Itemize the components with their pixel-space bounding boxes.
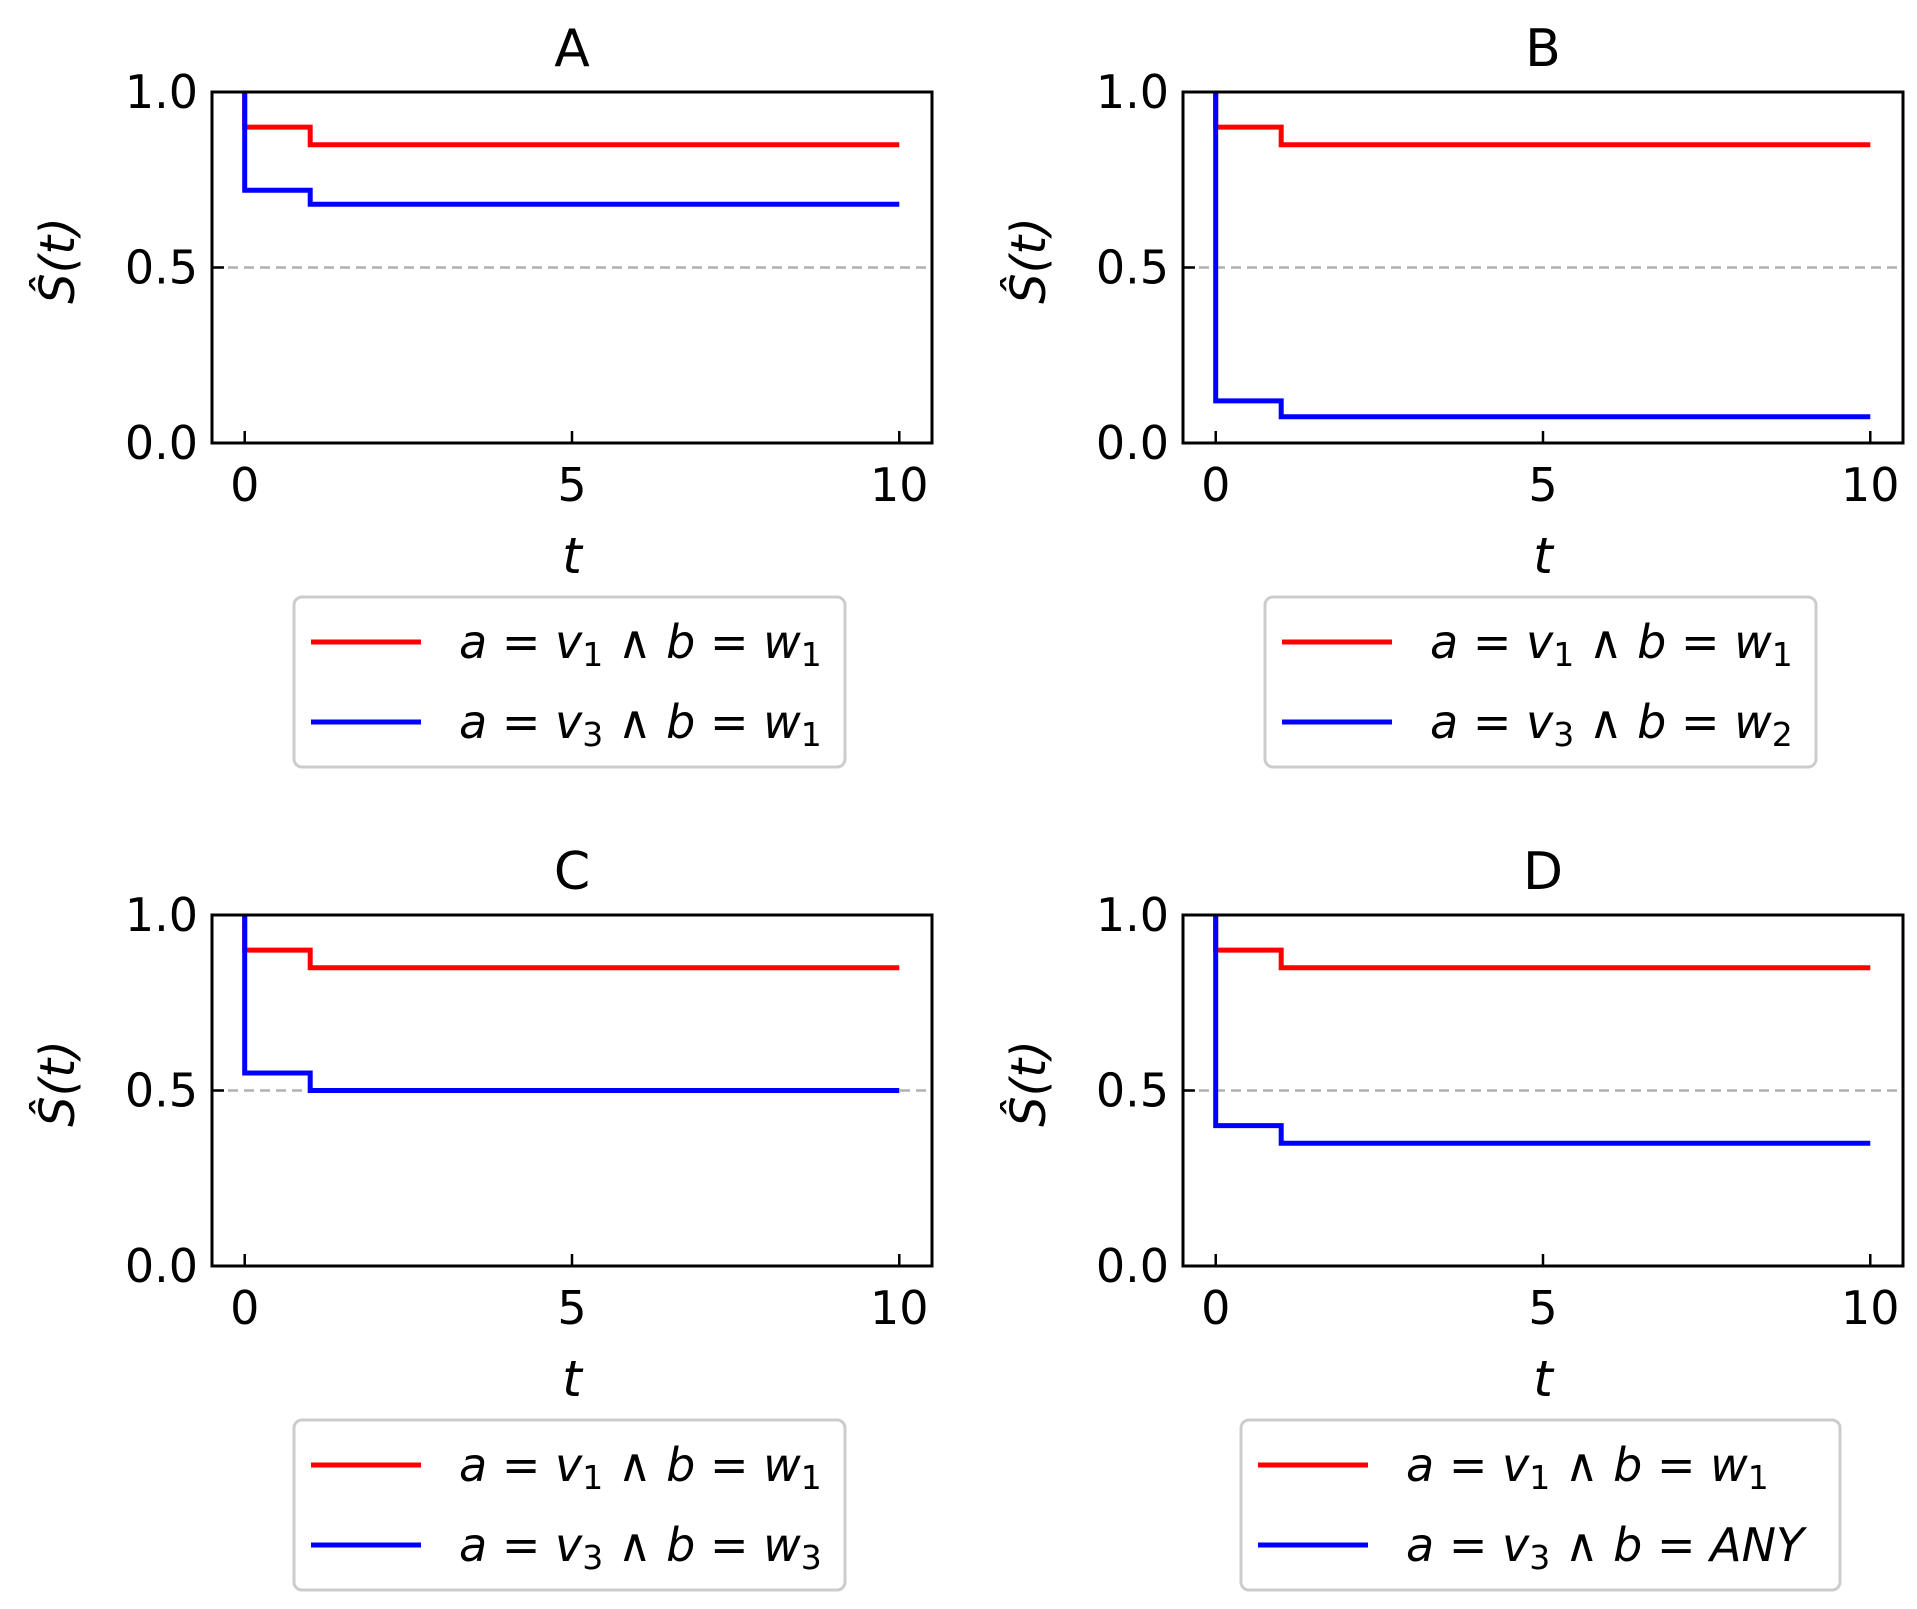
panel-title: D	[1523, 842, 1563, 902]
y-axis-label: Ŝ(t)	[29, 1040, 86, 1127]
x-tick-label: 0	[1201, 1281, 1230, 1335]
legend-label-1: a = v1 ∧ b = w1	[459, 1438, 822, 1497]
series-line-2	[1213, 915, 1871, 1146]
y-axis-label: Ŝ(t)	[29, 217, 86, 304]
y-tick-label: 0.0	[1096, 416, 1169, 470]
panel-title: B	[1525, 19, 1561, 79]
y-tick-label: 0.0	[1096, 1239, 1169, 1293]
series-line-1	[1213, 915, 1871, 971]
y-tick-label: 0.5	[125, 1064, 198, 1118]
panel-a: 0 5 10 0.0 0.5 1.0 At Ŝ(t) a = v1 ∧ b = w1 a = v3…	[29, 19, 934, 769]
series-line-1	[242, 92, 900, 148]
x-tick-label: 5	[1528, 458, 1557, 512]
series-line-1	[1213, 92, 1871, 148]
legend: a = v1 ∧ b = w1 a = v3 ∧ b = w2	[1263, 595, 1818, 769]
legend: a = v1 ∧ b = w1 a = v3 ∧ b = w1	[292, 595, 847, 769]
x-tick-label: 0	[230, 458, 259, 512]
x-tick-label: 10	[1841, 1281, 1900, 1335]
x-tick-label: 0	[1201, 458, 1230, 512]
x-axis-label: t	[562, 1350, 584, 1408]
x-tick-label: 5	[557, 458, 586, 512]
legend-box	[1239, 1418, 1842, 1592]
series-line-2	[1213, 92, 1871, 420]
panel-b: 0 5 10 0.0 0.5 1.0 Bt Ŝ(t) a = v1 ∧ b = w1 a = v3…	[1000, 19, 1905, 769]
y-tick-label: 1.0	[125, 888, 198, 942]
legend-label-1: a = v1 ∧ b = w1	[1406, 1438, 1769, 1497]
series-line-2	[242, 92, 900, 207]
x-axis-label: t	[1533, 1350, 1555, 1408]
y-tick-label: 0.5	[1096, 1064, 1169, 1118]
x-tick-label: 5	[1528, 1281, 1557, 1335]
x-axis-label: t	[1533, 527, 1555, 585]
x-axis-label: t	[562, 527, 584, 585]
legend-box	[292, 595, 847, 769]
legend-box	[1263, 595, 1818, 769]
y-tick-label: 1.0	[1096, 888, 1169, 942]
panel-c: 0 5 10 0.0 0.5 1.0 Ct Ŝ(t) a = v1 ∧ b = w1 a = v3…	[29, 842, 934, 1592]
legend-label-2: a = v3 ∧ b = w2	[1430, 695, 1793, 754]
y-tick-label: 0.0	[125, 1239, 198, 1293]
x-tick-label: 10	[1841, 458, 1900, 512]
legend-label-1: a = v1 ∧ b = w1	[1430, 615, 1793, 674]
legend: a = v1 ∧ b = w1 a = v3 ∧ b = w3	[292, 1418, 847, 1592]
legend: a = v1 ∧ b = w1 a = v3 ∧ b = ANY	[1239, 1418, 1842, 1592]
series-line-2	[242, 915, 900, 1093]
y-tick-label: 0.0	[125, 416, 198, 470]
legend-box	[292, 1418, 847, 1592]
legend-label-2: a = v3 ∧ b = ANY	[1406, 1518, 1808, 1577]
panel-title: C	[554, 842, 590, 902]
y-tick-label: 1.0	[125, 65, 198, 119]
y-tick-label: 1.0	[1096, 65, 1169, 119]
x-tick-label: 10	[870, 458, 929, 512]
x-tick-label: 10	[870, 1281, 929, 1335]
legend-label-1: a = v1 ∧ b = w1	[459, 615, 822, 674]
y-axis-label: Ŝ(t)	[1000, 1040, 1057, 1127]
y-tick-label: 0.5	[125, 241, 198, 295]
legend-label-2: a = v3 ∧ b = w3	[459, 1518, 822, 1577]
series-line-1	[242, 915, 900, 971]
legend-label-2: a = v3 ∧ b = w1	[459, 695, 822, 754]
panel-title: A	[554, 19, 590, 79]
x-tick-label: 0	[230, 1281, 259, 1335]
panel-d: 0 5 10 0.0 0.5 1.0 Dt Ŝ(t) a = v1 ∧ b = w1 a = v3…	[1000, 842, 1905, 1592]
y-axis-label: Ŝ(t)	[1000, 217, 1057, 304]
x-tick-label: 5	[557, 1281, 586, 1335]
y-tick-label: 0.5	[1096, 241, 1169, 295]
